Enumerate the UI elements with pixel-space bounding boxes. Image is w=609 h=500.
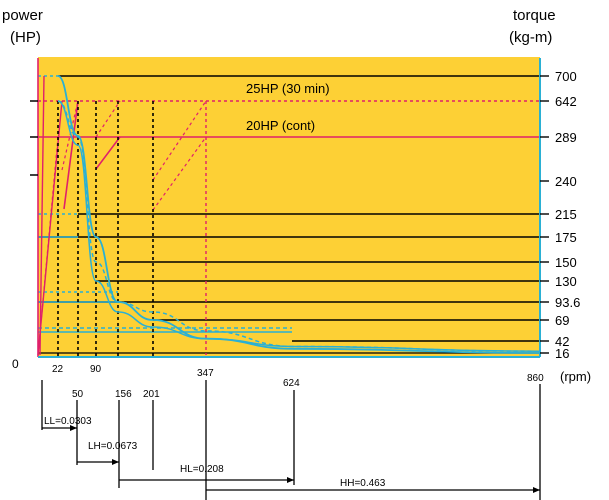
pink-origin-ramp-b	[37, 136, 59, 356]
annotations: 25HP (30 min) 20HP (cont)	[246, 81, 330, 133]
x-tick-22: 22	[52, 364, 64, 375]
torque-curves	[57, 75, 541, 354]
x-tick-347: 347	[197, 368, 214, 379]
torque-tick-label: 642	[555, 94, 577, 109]
range-brackets	[41, 380, 541, 500]
range-hl-arrow	[287, 477, 294, 483]
x-tick-90: 90	[90, 364, 102, 375]
torque-tick-label: 69	[555, 313, 569, 328]
torque-tick-label: 130	[555, 274, 577, 289]
x-tick-labels: 22 50 90 156 201 347 624 860 (rpm)	[52, 364, 591, 400]
speed-verticals	[57, 101, 154, 357]
torque-tick-label: 150	[555, 255, 577, 270]
range-hh-label: HH=0.463	[340, 478, 386, 489]
torque-tick-label: 240	[555, 174, 577, 189]
torque-tick-label: 175	[555, 230, 577, 245]
range-hl-label: HL=0.208	[180, 464, 224, 475]
x-unit: (rpm)	[560, 369, 591, 384]
range-ll-arrow	[70, 425, 77, 431]
annotation-25hp: 25HP (30 min)	[246, 81, 330, 96]
x-tick-50: 50	[72, 389, 84, 400]
torque-tick-label: 700	[555, 69, 577, 84]
torque-tick-label: 289	[555, 130, 577, 145]
torque-curve-2	[57, 100, 541, 352]
torque-curve-3	[57, 100, 541, 352]
torque-tick-label: 93.6	[555, 295, 580, 310]
torque-tick-label: 16	[555, 346, 569, 361]
range-lh-label: LH=0.0673	[88, 441, 138, 452]
torque-tick-label: 42	[555, 334, 569, 349]
range-hh-arrow	[533, 487, 540, 493]
origin-label: 0	[12, 357, 19, 371]
x-tick-860: 860	[527, 373, 544, 384]
right-title-line-1: torque	[513, 7, 556, 24]
axis-titles: power (HP) torque (kg-m) 0	[2, 7, 556, 371]
torque-tick-label: 215	[555, 207, 577, 222]
pink-origin-ramp-c	[39, 75, 45, 356]
pink-ramp-dash-c	[152, 100, 207, 181]
plot-background	[38, 57, 540, 357]
x-tick-201: 201	[143, 389, 160, 400]
range-lh-arrow	[112, 459, 119, 465]
left-title-line-2: (HP)	[10, 29, 41, 46]
annotation-20hp: 20HP (cont)	[246, 118, 315, 133]
x-tick-156: 156	[115, 389, 132, 400]
x-tick-624: 624	[283, 378, 300, 389]
left-title-line-1: power	[2, 7, 43, 24]
pink-ramp-solid-b	[95, 136, 121, 170]
pink-ramp-solid-a	[63, 100, 79, 210]
range-ll-label: LL=0.0303	[44, 416, 92, 427]
range-labels: LL=0.0303 LH=0.0673 HL=0.208 HH=0.463	[44, 416, 386, 489]
right-title-line-2: (kg-m)	[509, 29, 552, 46]
pink-ramp-dash-b	[95, 100, 121, 138]
